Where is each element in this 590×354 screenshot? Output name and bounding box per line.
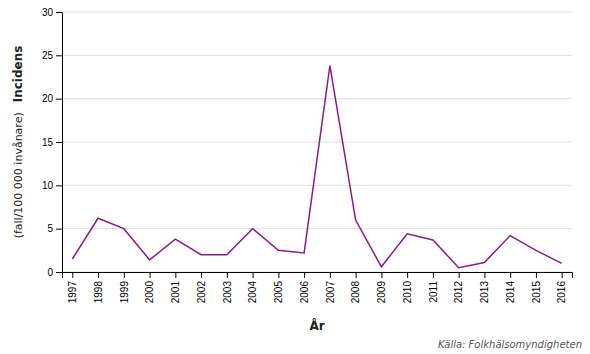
x-axis: 1997 1998 1999 2000 2001 2002 2003 2004 2005 2006… [63,272,573,303]
x-tick: 2002 [196,272,207,303]
grid-line [62,228,572,229]
x-tick-label: 2011 [428,281,439,303]
y-tick-mark [56,229,62,230]
x-tick-label: 2016 [556,281,567,304]
x-tick-label: 2007 [325,281,336,304]
x-tick-label: 2013 [479,281,490,304]
x-tick: 2004 [247,272,258,303]
y-tick-mark [56,142,62,143]
x-tick: 1997 [67,272,78,303]
x-tick: 2010 [402,272,413,303]
x-tick-mark [510,272,511,278]
x-tick-mark [459,272,460,278]
x-tick-label: 1997 [67,281,78,304]
x-tick: 2008 [350,272,361,303]
y-tick-label: 20 [42,93,54,104]
x-tick-label: 2002 [196,281,207,304]
x-axis-line [63,273,573,279]
x-tick-mark [72,272,73,278]
x-tick: 2016 [556,272,567,303]
grid-line [62,98,572,99]
x-tick: 2003 [222,272,233,303]
y-tick: 0 [47,267,62,278]
y-tick: 20 [42,93,62,104]
y-tick-label: 30 [42,7,54,18]
y-axis: 0 5 10 15 20 25 30 [42,7,63,278]
x-tick-label: 2009 [376,281,387,304]
x-tick-label: 2008 [350,281,361,304]
y-axis-title: Incidens [11,46,25,103]
x-tick-mark [227,272,228,278]
x-tick: 2005 [273,272,284,303]
x-tick-mark [433,272,434,278]
y-tick: 30 [42,7,62,18]
x-tick-label: 2000 [144,281,155,304]
marks [72,66,561,268]
y-axis-line [56,13,63,273]
x-tick-mark [253,272,254,278]
x-tick: 2007 [325,272,336,303]
y-tick: 10 [42,180,62,191]
x-tick: 2006 [299,272,310,303]
y-grid [62,12,572,272]
x-tick-mark [124,272,125,278]
x-tick: 2001 [170,272,181,303]
data-line [72,66,561,268]
x-tick-mark [98,272,99,278]
y-tick: 5 [47,223,62,234]
y-tick-label: 15 [42,137,54,148]
y-tick-label: 25 [42,50,54,61]
x-tick-mark [407,272,408,278]
y-tick-label: 0 [47,267,53,278]
x-tick-label: 2012 [453,281,464,304]
x-tick: 1999 [119,272,130,303]
x-tick-mark [484,272,485,278]
y-tick-mark [56,272,62,273]
x-tick-mark [150,272,151,278]
x-tick: 2011 [428,272,439,303]
x-tick-label: 2004 [247,281,258,304]
x-tick-mark [278,272,279,278]
x-tick-label: 2005 [273,281,284,304]
x-tick-label: 2010 [402,281,413,304]
x-tick-mark [536,272,537,278]
y-tick: 15 [42,137,62,148]
x-tick-mark [381,272,382,278]
x-tick: 2009 [376,272,387,303]
x-tick-label: 2006 [299,281,310,304]
x-tick: 2013 [479,272,490,303]
source-note: Källa: Folkhälsomyndigheten [438,339,582,350]
y-tick-mark [56,185,62,186]
x-tick-label: 2014 [505,281,516,304]
x-tick: 2000 [144,272,155,303]
y-tick-mark [56,12,62,13]
x-tick-label: 2015 [531,281,542,304]
x-tick: 2015 [531,272,542,303]
grid-line [62,55,572,56]
y-axis-subtitle: (fall/100 000 invånare) [12,112,25,238]
x-tick-mark [304,272,305,278]
y-tick-mark [56,55,62,56]
x-axis-title: År [309,318,324,333]
x-tick-mark [562,272,563,278]
grid-line [62,12,572,13]
y-tick-label: 5 [47,223,53,234]
y-tick: 25 [42,50,62,61]
x-tick-mark [356,272,357,278]
plot-area: 1997199819992000200120022003200420052006… [42,7,573,304]
x-tick-mark [330,272,331,278]
y-tick-label: 10 [42,180,54,191]
x-tick: 2012 [453,272,464,303]
grid-line [62,185,572,186]
grid-line [62,142,572,143]
x-tick-mark [175,272,176,278]
x-tick-label: 1999 [119,281,130,304]
x-tick-mark [201,272,202,278]
y-tick-mark [56,99,62,100]
x-tick: 1998 [93,272,104,303]
x-tick-label: 2001 [170,281,181,304]
x-tick: 2014 [505,272,516,303]
x-tick-label: 1998 [93,281,104,304]
x-tick-label: 2003 [222,281,233,304]
